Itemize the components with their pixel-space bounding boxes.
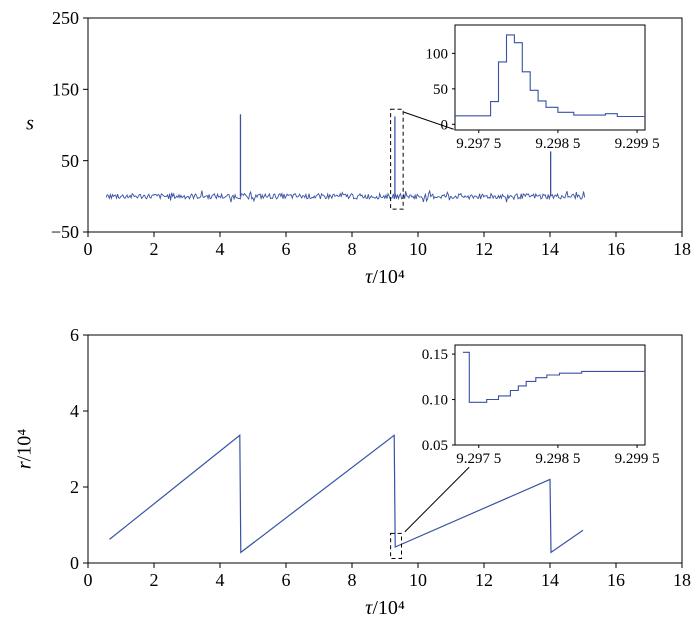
y-tick-label: 2 <box>70 477 79 497</box>
bottom-chart: 0 2 4 6 8 10 12 14 16 18 0 2 4 6 9.297 5 9.298 5 9.299 5… <box>70 325 691 590</box>
inset-series <box>462 351 645 403</box>
y-tick-label: 0 <box>70 553 79 573</box>
x-tick-label: 2 <box>150 570 159 590</box>
x-tick-label: 16 <box>607 239 625 259</box>
callout-line <box>404 466 470 533</box>
x-tick-label: 0 <box>84 239 93 259</box>
x-tick-label: 12 <box>475 239 493 259</box>
sawtooth-series <box>109 434 584 554</box>
x-tick-label: 16 <box>607 570 625 590</box>
x-tick-label: 2 <box>150 239 159 259</box>
plot-border <box>454 24 646 131</box>
x-tick-label: 10 <box>409 239 427 259</box>
bottom-y-axis-label-rest: /10⁴ <box>13 428 36 462</box>
x-tick-label: 9.297 5 <box>456 136 501 152</box>
x-tick-label: 4 <box>216 239 225 259</box>
top-y-axis-label: s <box>26 113 34 136</box>
bottom-y-axis-label-var: r <box>13 461 36 470</box>
y-tick-label: 150 <box>52 79 79 99</box>
x-tick-label: 14 <box>541 239 559 259</box>
inset-series <box>455 34 645 118</box>
x-tick-label: 9.299 5 <box>615 451 660 467</box>
y-tick-label: 100 <box>426 46 449 62</box>
y-tick-label: 4 <box>70 401 79 421</box>
x-tick-label: 9.297 5 <box>456 451 501 467</box>
noisy-baseline-series <box>105 189 586 203</box>
y-tick-label: 0 <box>441 117 449 133</box>
callout-line <box>403 111 454 130</box>
top-chart: 0 2 4 6 8 10 12 14 16 18 −50 50 150 250 9.297 5 9.298 5… <box>51 8 691 259</box>
plot-border <box>454 344 646 446</box>
y-tick-label: 6 <box>70 325 79 345</box>
bottom-x-axis-label-var: τ <box>365 597 373 619</box>
y-tick-label: −50 <box>51 222 79 242</box>
x-tick-label: 6 <box>282 239 291 259</box>
x-tick-label: 18 <box>673 570 691 590</box>
x-tick-label: 9.298 5 <box>535 451 580 467</box>
y-tick-label: 250 <box>52 8 79 28</box>
y-tick-label: 0.15 <box>422 347 448 363</box>
y-tick-label: 0.05 <box>422 438 448 454</box>
x-tick-label: 14 <box>541 570 559 590</box>
x-tick-label: 8 <box>348 570 357 590</box>
bottom-x-axis-label: τ/10⁴ <box>295 597 475 620</box>
y-tick-label: 50 <box>433 82 448 98</box>
bottom-x-axis-label-rest: /10⁴ <box>372 597 405 619</box>
x-tick-label: 4 <box>216 570 225 590</box>
x-tick-label: 9.299 5 <box>615 136 660 152</box>
x-tick-label: 6 <box>282 570 291 590</box>
x-tick-label: 10 <box>409 570 427 590</box>
top-x-axis-label-rest: /10⁴ <box>372 266 405 288</box>
top-x-axis-label: τ/10⁴ <box>295 266 475 289</box>
top-y-axis-label-var: s <box>26 112 34 135</box>
y-tick-label: 0.10 <box>422 393 448 409</box>
zoom-region-box <box>390 532 402 559</box>
x-tick-label: 12 <box>475 570 493 590</box>
x-tick-label: 8 <box>348 239 357 259</box>
bottom-y-axis-label: r/10⁴ <box>14 429 37 469</box>
top-x-axis-label-var: τ <box>365 266 373 288</box>
x-tick-label: 9.298 5 <box>535 136 580 152</box>
x-tick-label: 0 <box>84 570 93 590</box>
x-tick-label: 18 <box>673 239 691 259</box>
y-tick-label: 50 <box>61 151 79 171</box>
